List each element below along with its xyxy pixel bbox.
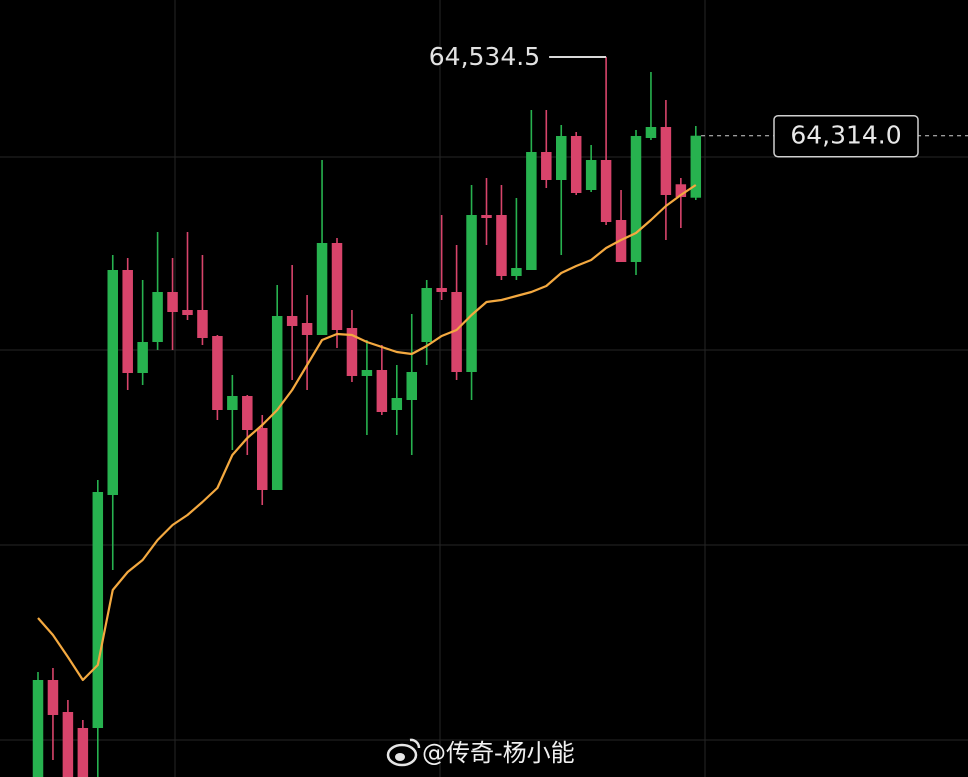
- candle-body: [197, 310, 208, 338]
- logo-shape: [386, 743, 418, 767]
- candle-body: [391, 398, 403, 410]
- candle-body: [77, 728, 89, 777]
- last-price-label: 64,314.0: [790, 121, 901, 150]
- candle-body: [122, 270, 133, 373]
- candle-body: [690, 135, 702, 198]
- candle-body: [376, 370, 388, 412]
- candle-body: [182, 310, 193, 315]
- candle-body: [675, 184, 687, 197]
- candle-body: [32, 680, 44, 777]
- candle-body: [541, 152, 552, 180]
- candle-body: [47, 680, 59, 715]
- logo-shape: [395, 753, 405, 761]
- candle-body: [242, 396, 253, 430]
- candle-body: [466, 215, 477, 372]
- candle-body: [152, 292, 163, 342]
- candle-body: [496, 215, 507, 276]
- high-label: 64,534.5: [429, 42, 540, 71]
- plot: [32, 56, 702, 777]
- candle-body: [346, 328, 358, 376]
- watermark: @传奇-杨小能: [422, 739, 575, 767]
- candle-body: [167, 292, 178, 312]
- candle-body: [630, 136, 642, 262]
- logo-shape: [409, 738, 421, 749]
- weibo-logo: [386, 738, 421, 767]
- candle-body: [600, 160, 612, 222]
- candle-body: [570, 136, 582, 193]
- candle-body: [511, 268, 522, 276]
- candle-body: [361, 370, 373, 376]
- moving-average-line: [37, 184, 697, 682]
- candle-body: [451, 292, 462, 372]
- candle-body: [436, 288, 447, 292]
- candle-body: [406, 372, 417, 400]
- candle-body: [62, 712, 74, 777]
- candle-body: [660, 127, 672, 195]
- candle-body: [316, 243, 328, 335]
- candle-body: [212, 336, 223, 410]
- candle-body: [286, 316, 298, 326]
- candle-body: [556, 136, 567, 180]
- candle-body: [645, 127, 657, 138]
- candle-body: [421, 288, 432, 342]
- candle-body: [92, 492, 104, 728]
- candle-body: [257, 428, 268, 490]
- candle-body: [271, 316, 283, 490]
- candle-body: [481, 215, 492, 218]
- candle-body: [585, 160, 597, 190]
- candle-body: [331, 243, 343, 330]
- candle-body: [301, 323, 313, 335]
- last-price-box: [773, 114, 919, 158]
- candle-body: [137, 342, 148, 373]
- candle-body: [526, 152, 537, 270]
- candle-body: [107, 270, 118, 495]
- candle-body: [227, 396, 238, 410]
